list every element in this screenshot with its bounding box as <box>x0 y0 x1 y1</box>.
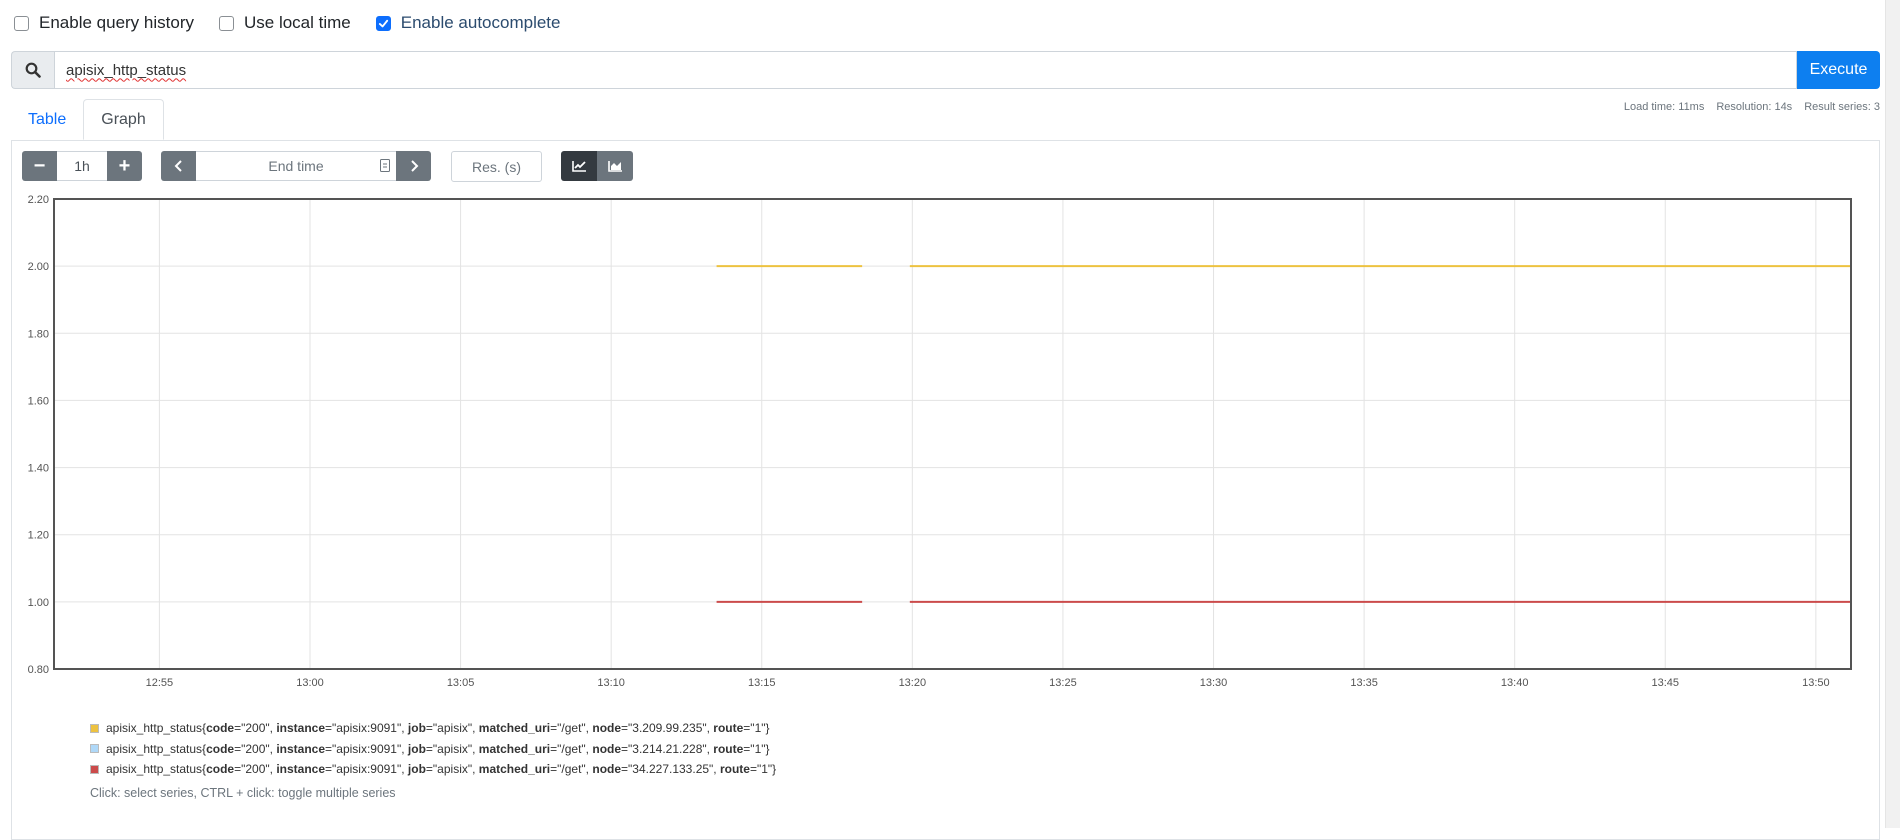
end-time-next-button[interactable] <box>396 151 431 181</box>
query-history-label: Enable query history <box>39 13 194 32</box>
query-bar: apisix_http_status Execute <box>11 51 1880 89</box>
legend-item[interactable]: apisix_http_status{code="200", instance=… <box>90 718 776 739</box>
end-time-placeholder: End time <box>268 158 324 174</box>
resolution: Resolution: 14s <box>1716 101 1793 113</box>
local-time-checkbox[interactable] <box>218 15 234 31</box>
local-time-option[interactable]: Use local time <box>218 13 351 33</box>
local-time-label: Use local time <box>243 13 351 32</box>
autocomplete-checkbox[interactable] <box>375 15 391 31</box>
end-time-control: End time <box>161 151 431 181</box>
legend-swatch <box>90 723 99 733</box>
resolution-input[interactable]: Res. (s) <box>451 151 542 182</box>
query-history-checkbox[interactable] <box>14 15 29 31</box>
expression-text: apisix_http_status <box>66 61 187 79</box>
search-icon <box>11 51 54 89</box>
graph-type-toggle <box>561 151 633 181</box>
query-history-option[interactable]: Enable query history <box>14 13 194 33</box>
range-decrease-button[interactable]: − <box>22 151 57 181</box>
range-input[interactable]: 1h <box>57 151 107 181</box>
area-chart-icon <box>607 161 622 172</box>
page-scrollbar[interactable] <box>1885 0 1900 828</box>
legend-label: apisix_http_status{code="200", instance=… <box>106 762 777 777</box>
legend-swatch <box>90 764 99 774</box>
end-time-input[interactable]: End time <box>196 151 396 181</box>
legend-swatch <box>90 744 99 754</box>
view-tabs: Table Graph <box>11 99 164 140</box>
legend-label: apisix_http_status{code="200", instance=… <box>106 741 770 756</box>
line-chart-icon <box>571 161 586 172</box>
legend-hint: Click: select series, CTRL + click: togg… <box>90 785 396 800</box>
load-time: Load time: 11ms <box>1623 101 1705 113</box>
end-time-prev-button[interactable] <box>161 151 196 181</box>
range-control: − 1h + <box>22 151 142 181</box>
stacked-chart-button[interactable] <box>597 151 633 181</box>
tab-graph[interactable]: Graph <box>83 99 164 140</box>
expression-input[interactable]: apisix_http_status <box>54 51 1797 89</box>
legend-item[interactable]: apisix_http_status{code="200", instance=… <box>90 759 776 780</box>
execute-button[interactable]: Execute <box>1797 51 1880 89</box>
result-series: Result series: 3 <box>1804 101 1880 113</box>
autocomplete-option[interactable]: Enable autocomplete <box>375 13 561 33</box>
chevron-left-icon <box>174 160 182 172</box>
line-chart-button[interactable] <box>561 151 597 181</box>
query-stats: Load time: 11ms Resolution: 14s Result s… <box>1624 101 1880 113</box>
chart-legend: apisix_http_status{code="200", instance=… <box>90 718 776 800</box>
tab-table[interactable]: Table <box>28 110 67 128</box>
check-icon <box>378 19 388 27</box>
calendar-icon[interactable] <box>380 159 390 172</box>
chevron-right-icon <box>410 160 418 172</box>
range-increase-button[interactable]: + <box>107 151 142 181</box>
autocomplete-label: Enable autocomplete <box>400 13 561 32</box>
legend-label: apisix_http_status{code="200", instance=… <box>106 721 770 736</box>
options-row: Enable query history Use local time Enab… <box>14 13 585 33</box>
legend-item[interactable]: apisix_http_status{code="200", instance=… <box>90 739 776 760</box>
